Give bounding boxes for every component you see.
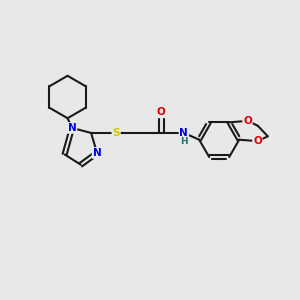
Text: N: N — [68, 123, 76, 133]
Text: S: S — [112, 128, 120, 138]
Text: N: N — [93, 148, 101, 158]
Text: O: O — [253, 136, 262, 146]
Text: N: N — [179, 128, 188, 138]
Text: O: O — [157, 107, 166, 117]
Text: H: H — [180, 137, 188, 146]
Text: O: O — [243, 116, 252, 126]
